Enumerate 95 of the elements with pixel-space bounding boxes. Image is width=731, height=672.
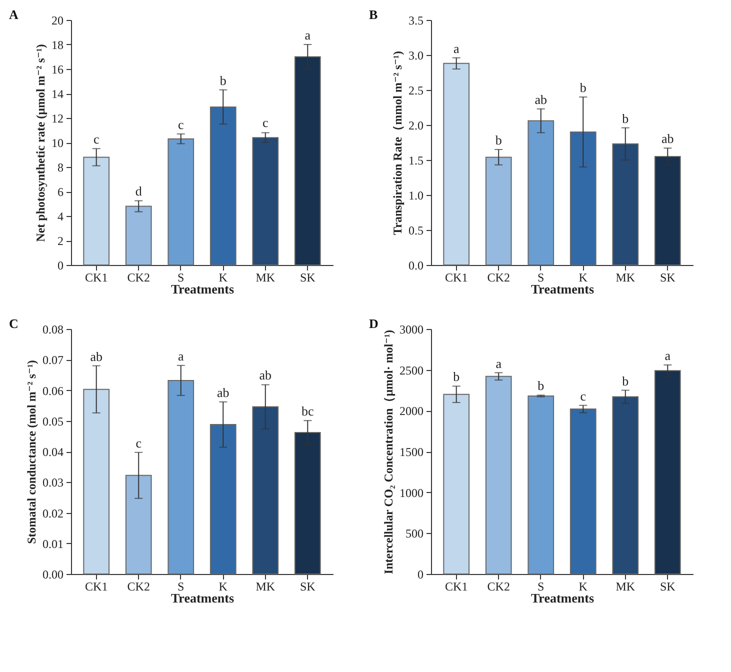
annotation: a xyxy=(453,40,460,56)
x-tick-label: S xyxy=(538,580,544,594)
y-axis-title: Intercellular CO₂ Concentration（μmol· mol⁻¹) xyxy=(382,330,396,574)
y-tick-label: 2.5 xyxy=(408,84,424,98)
x-tick-label: K xyxy=(218,580,228,594)
x-tick-label: MK xyxy=(616,580,636,594)
y-tick-label: 12 xyxy=(52,112,64,126)
x-axis-title: Treatments xyxy=(530,282,594,296)
y-tick-label: 1.5 xyxy=(408,154,424,168)
x-tick-label: CK1 xyxy=(445,580,468,594)
y-tick-label: 3.5 xyxy=(408,14,424,28)
y-tick-label: 0.06 xyxy=(42,384,64,398)
y-tick-label: 500 xyxy=(406,526,424,541)
x-axis-title: Treatments xyxy=(170,590,234,606)
y-tick-label: 14 xyxy=(52,87,64,101)
annotation: c xyxy=(136,435,142,450)
annotation: b xyxy=(453,368,460,384)
y-tick-label: 0 xyxy=(418,568,424,582)
x-tick-label: MK xyxy=(256,580,276,594)
y-tick-label: 1500 xyxy=(400,445,424,459)
x-tick-label: SK xyxy=(300,270,316,284)
x-tick-label: CK2 xyxy=(487,270,510,284)
x-tick-label: K xyxy=(578,580,588,594)
y-tick-label: 20 xyxy=(52,14,64,28)
x-tick-label: MK xyxy=(616,270,636,284)
annotation: ab xyxy=(216,384,230,400)
y-tick-label: 0.07 xyxy=(42,353,64,368)
x-tick-label: SK xyxy=(660,580,676,594)
y-tick-label: 0.0 xyxy=(408,258,424,272)
x-tick-label: CK1 xyxy=(85,270,108,284)
y-tick-label: 0.00 xyxy=(42,568,64,582)
annotation: c xyxy=(178,116,184,132)
annotation: b xyxy=(220,72,226,88)
x-tick-label: K xyxy=(578,270,588,284)
x-tick-label: CK2 xyxy=(127,270,150,284)
annotation: b xyxy=(495,132,502,148)
y-tick-label: 3.0 xyxy=(408,48,424,62)
y-tick-label: 2500 xyxy=(400,363,424,378)
x-tick-label: MK xyxy=(256,270,276,284)
annotation: d xyxy=(135,184,142,199)
y-tick-label: 0.01 xyxy=(42,536,64,551)
annotation: a xyxy=(664,348,671,363)
annotation: ab xyxy=(259,368,272,383)
annotation: b xyxy=(538,378,544,394)
y-tick-label: 2.0 xyxy=(408,118,424,132)
annotation: bc xyxy=(302,404,314,419)
annotation: a xyxy=(178,348,184,364)
annotation: ab xyxy=(534,92,548,107)
y-tick-label: 16 xyxy=(52,62,64,76)
y-tick-label: 0 xyxy=(58,258,64,272)
y-tick-label: 4 xyxy=(58,210,64,224)
chart-title: B xyxy=(369,7,378,22)
y-tick-label: 0.5 xyxy=(408,224,424,238)
x-tick-label: S xyxy=(538,270,544,284)
y-axis-title: Net photosynthetic rate (μmol m⁻² s⁻¹) xyxy=(34,44,48,242)
chart-title: A xyxy=(9,7,19,22)
y-tick-label: 0.05 xyxy=(42,414,64,428)
y-tick-label: 0.02 xyxy=(42,506,64,520)
annotation: a xyxy=(304,28,311,42)
y-tick-label: 8 xyxy=(58,160,64,174)
x-axis-title: Treatments xyxy=(530,590,594,606)
annotation: c xyxy=(93,132,100,147)
chart-title: D xyxy=(369,316,378,331)
y-tick-label: 6 xyxy=(58,185,64,199)
annotation: ab xyxy=(662,131,674,146)
x-tick-label: S xyxy=(178,580,184,594)
x-tick-label: CK1 xyxy=(85,580,108,594)
y-tick-label: 0.03 xyxy=(42,476,64,490)
annotation: ab xyxy=(90,348,102,364)
y-tick-label: 18 xyxy=(52,38,64,52)
y-tick-label: 2 xyxy=(58,234,64,248)
x-tick-label: CK2 xyxy=(487,580,510,594)
x-tick-label: SK xyxy=(300,580,316,594)
y-axis-title: Stomatal conductance (mol m⁻² s⁻¹) xyxy=(24,360,38,544)
y-tick-label: 0.08 xyxy=(42,322,64,336)
y-tick-label: 2000 xyxy=(400,404,424,418)
annotation: b xyxy=(580,80,586,95)
y-tick-label: 1.0 xyxy=(408,188,424,202)
annotation: b xyxy=(622,110,629,126)
annotation: b xyxy=(622,373,629,388)
x-tick-label: S xyxy=(178,270,184,284)
x-tick-label: K xyxy=(218,270,228,284)
x-tick-label: SK xyxy=(660,270,676,284)
annotation: a xyxy=(496,356,502,372)
chart-title: C xyxy=(9,316,18,331)
x-axis-title: Treatments xyxy=(170,282,234,296)
y-tick-label: 10 xyxy=(52,136,64,150)
x-tick-label: CK2 xyxy=(127,580,150,594)
annotation: c xyxy=(580,388,586,404)
y-axis-title: Transpiration Rate（mmol m⁻² s⁻¹) xyxy=(390,51,404,235)
y-tick-label: 3000 xyxy=(400,322,424,336)
y-tick-label: 0.04 xyxy=(42,445,64,459)
x-tick-label: CK1 xyxy=(445,270,468,284)
annotation: c xyxy=(262,115,268,130)
y-tick-label: 1000 xyxy=(400,486,424,500)
